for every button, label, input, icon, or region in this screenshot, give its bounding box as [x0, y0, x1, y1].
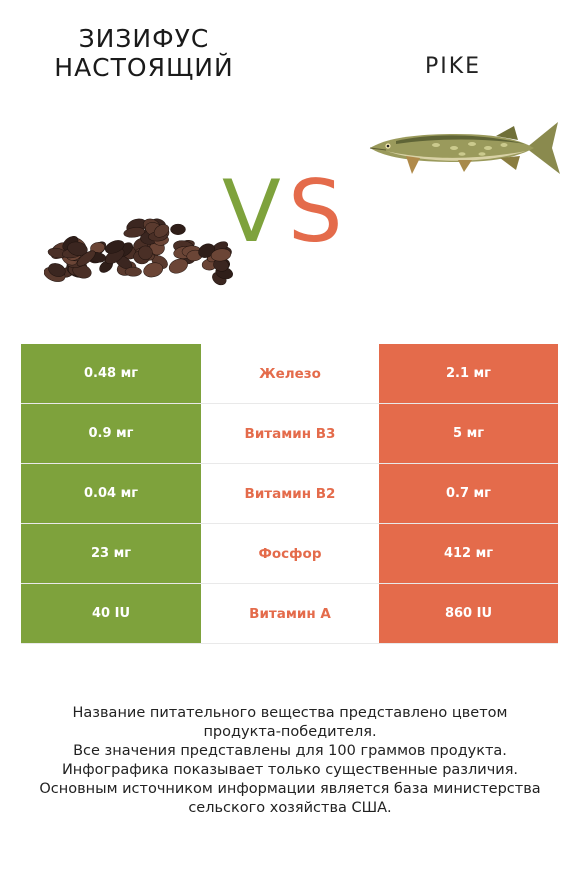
vs-label: V S: [222, 162, 352, 262]
nutrient-name: Витамин B2: [201, 464, 379, 523]
nutrient-name: Фосфор: [201, 524, 379, 583]
footer-line: продукта-победителя.: [203, 724, 377, 740]
right-value: 5 мг: [379, 404, 558, 463]
nutrient-name: Витамин A: [201, 584, 379, 643]
footer-line: Инфографика показывает только существенн…: [61, 762, 519, 778]
footer-line: Основным источником информации является …: [39, 781, 541, 797]
comparison-row: 0.9 мг Витамин B3 5 мг: [21, 404, 558, 464]
right-value: 412 мг: [379, 524, 558, 583]
left-value: 23 мг: [21, 524, 201, 583]
comparison-row: 0.48 мг Железо 2.1 мг: [21, 344, 558, 404]
footer-notes: Название питательного вещества представл…: [20, 704, 560, 818]
left-value: 0.9 мг: [21, 404, 201, 463]
left-product-title: ЗИЗИФУС НАСТОЯЩИЙ: [54, 24, 234, 82]
vs-letter-s: S: [288, 162, 343, 262]
right-product-title: PIKE: [424, 54, 482, 79]
comparison-row: 0.04 мг Витамин B2 0.7 мг: [21, 464, 558, 524]
footer-line: сельского хозяйства США.: [188, 800, 392, 816]
footer-line: Все значения представлены для 100 граммо…: [73, 743, 507, 759]
vs-letter-v: V: [222, 162, 281, 262]
left-value: 0.04 мг: [21, 464, 201, 523]
comparison-table: 0.48 мг Железо 2.1 мг 0.9 мг Витамин B3 5 мг 0…: [21, 344, 558, 644]
row-divider: [21, 403, 558, 404]
row-divider: [21, 523, 558, 524]
comparison-row: 40 IU Витамин A 860 IU: [21, 584, 558, 644]
nutrient-name: Железо: [201, 344, 379, 403]
jujube-seeds-image: [44, 218, 233, 286]
right-value: 0.7 мг: [379, 464, 558, 523]
footer-line: Название питательного вещества представл…: [72, 705, 508, 721]
row-divider: [21, 463, 558, 464]
row-divider: [21, 643, 558, 644]
row-divider: [21, 583, 558, 584]
left-value: 0.48 мг: [21, 344, 201, 403]
pike-fish-image: [369, 122, 560, 174]
comparison-row: 23 мг Фосфор 412 мг: [21, 524, 558, 584]
right-value: 860 IU: [379, 584, 558, 643]
right-value: 2.1 мг: [379, 344, 558, 403]
nutrient-name: Витамин B3: [201, 404, 379, 463]
left-value: 40 IU: [21, 584, 201, 643]
